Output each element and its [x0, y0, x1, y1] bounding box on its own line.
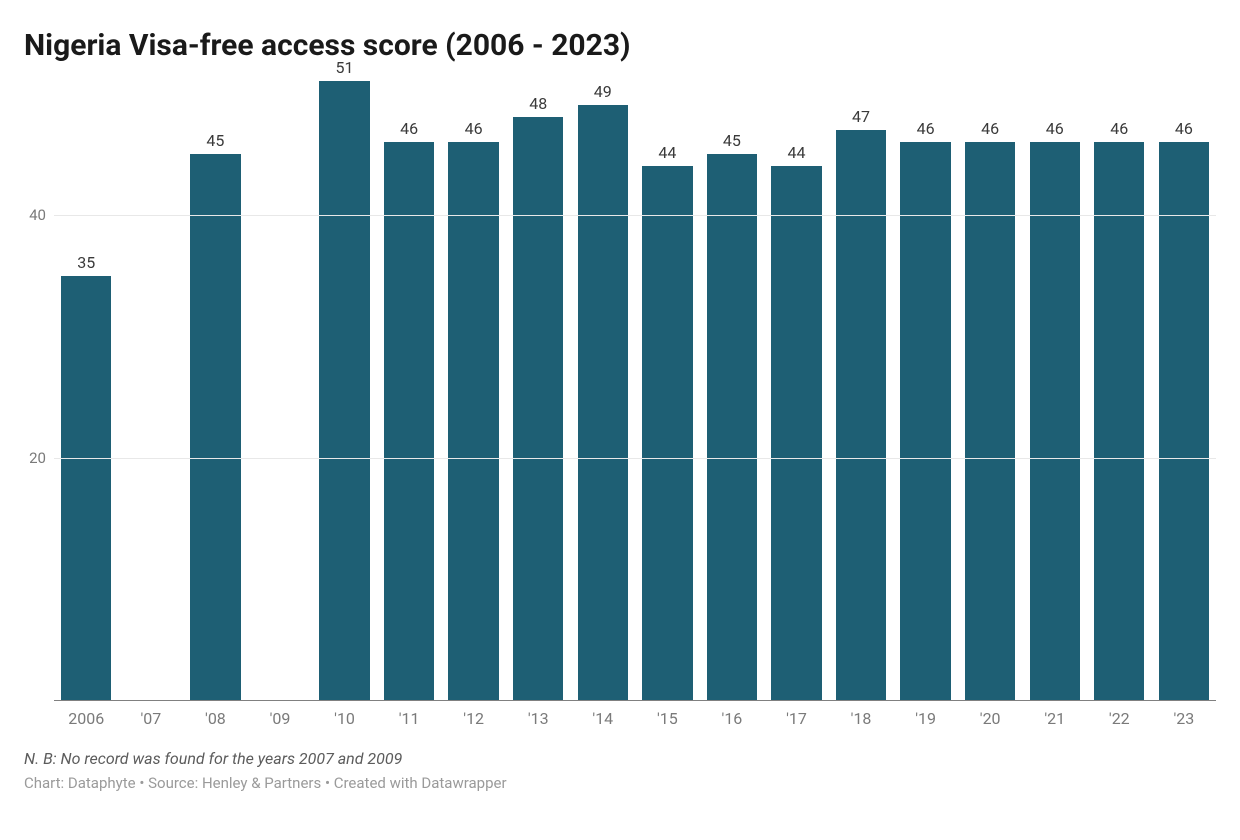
plot-area: 35455146464849444544474646464646 2040 — [54, 81, 1216, 701]
bar-slot: 46 — [893, 81, 958, 701]
bar-value-label: 46 — [377, 119, 442, 138]
bar — [384, 142, 434, 701]
y-axis-label: 20 — [29, 449, 46, 467]
bar-value-label: 46 — [1022, 119, 1087, 138]
bar-value-label: 49 — [571, 82, 636, 101]
bar-value-label: 51 — [312, 58, 377, 77]
bar-slot: 45 — [183, 81, 248, 701]
bar-value-label: 48 — [506, 94, 571, 113]
bars-container: 35455146464849444544474646464646 — [54, 81, 1216, 701]
x-axis-label: '21 — [1022, 705, 1087, 731]
x-axis-label: '23 — [1152, 705, 1217, 731]
chart-title: Nigeria Visa-free access score (2006 - 2… — [24, 28, 1216, 63]
x-axis-label: '19 — [893, 705, 958, 731]
bar-value-label: 47 — [829, 107, 894, 126]
bar-value-label: 46 — [958, 119, 1023, 138]
x-axis-label: '08 — [183, 705, 248, 731]
bar-slot: 46 — [1022, 81, 1087, 701]
gridline — [54, 215, 1216, 216]
bar — [771, 166, 821, 701]
bar-value-label: 35 — [54, 253, 119, 272]
bar-slot: 51 — [312, 81, 377, 701]
x-axis-label: '07 — [119, 705, 184, 731]
bar — [1094, 142, 1144, 701]
bar-slot — [248, 81, 313, 701]
bar-slot: 46 — [1087, 81, 1152, 701]
bar-slot: 44 — [764, 81, 829, 701]
bar-slot: 44 — [635, 81, 700, 701]
bar — [513, 117, 563, 701]
bar-slot — [119, 81, 184, 701]
bar — [448, 142, 498, 701]
bar — [707, 154, 757, 701]
x-axis-label: '17 — [764, 705, 829, 731]
x-axis-label: '13 — [506, 705, 571, 731]
x-axis-label: '09 — [248, 705, 313, 731]
x-axis-label: '12 — [441, 705, 506, 731]
x-axis-label: '15 — [635, 705, 700, 731]
bar — [61, 276, 111, 701]
x-axis-label: '14 — [571, 705, 636, 731]
bar — [190, 154, 240, 701]
bar-value-label: 46 — [441, 119, 506, 138]
x-axis-label: 2006 — [54, 705, 119, 731]
bar-slot: 35 — [54, 81, 119, 701]
x-axis-label: '18 — [829, 705, 894, 731]
chart-credits: Chart: Dataphyte • Source: Henley & Part… — [24, 774, 1216, 792]
chart-note: N. B: No record was found for the years … — [24, 749, 1216, 768]
x-axis-label: '16 — [700, 705, 765, 731]
x-axis-label: '20 — [958, 705, 1023, 731]
bar — [1030, 142, 1080, 701]
bar — [578, 105, 628, 701]
x-axis-labels: 2006'07'08'09'10'11'12'13'14'15'16'17'18… — [54, 705, 1216, 731]
bar-value-label: 44 — [764, 143, 829, 162]
x-axis-label: '22 — [1087, 705, 1152, 731]
bar-slot: 45 — [700, 81, 765, 701]
y-axis-label: 40 — [29, 206, 46, 224]
bar-slot: 48 — [506, 81, 571, 701]
bar — [900, 142, 950, 701]
x-axis-label: '10 — [312, 705, 377, 731]
bar-value-label: 45 — [183, 131, 248, 150]
bar-value-label: 46 — [1087, 119, 1152, 138]
bar-slot: 46 — [441, 81, 506, 701]
bar — [642, 166, 692, 701]
bar-value-label: 45 — [700, 131, 765, 150]
bar-slot: 47 — [829, 81, 894, 701]
bar — [319, 81, 369, 701]
bar-slot: 46 — [1152, 81, 1217, 701]
bar-value-label: 46 — [1152, 119, 1217, 138]
bar-value-label: 46 — [893, 119, 958, 138]
bar-value-label: 44 — [635, 143, 700, 162]
bar — [965, 142, 1015, 701]
x-axis-label: '11 — [377, 705, 442, 731]
x-axis-baseline — [54, 700, 1216, 701]
gridline — [54, 458, 1216, 459]
bar-slot: 46 — [377, 81, 442, 701]
bar-slot: 49 — [571, 81, 636, 701]
bar — [1159, 142, 1209, 701]
bar-slot: 46 — [958, 81, 1023, 701]
bar-chart: 35455146464849444544474646464646 2040 20… — [24, 81, 1216, 731]
